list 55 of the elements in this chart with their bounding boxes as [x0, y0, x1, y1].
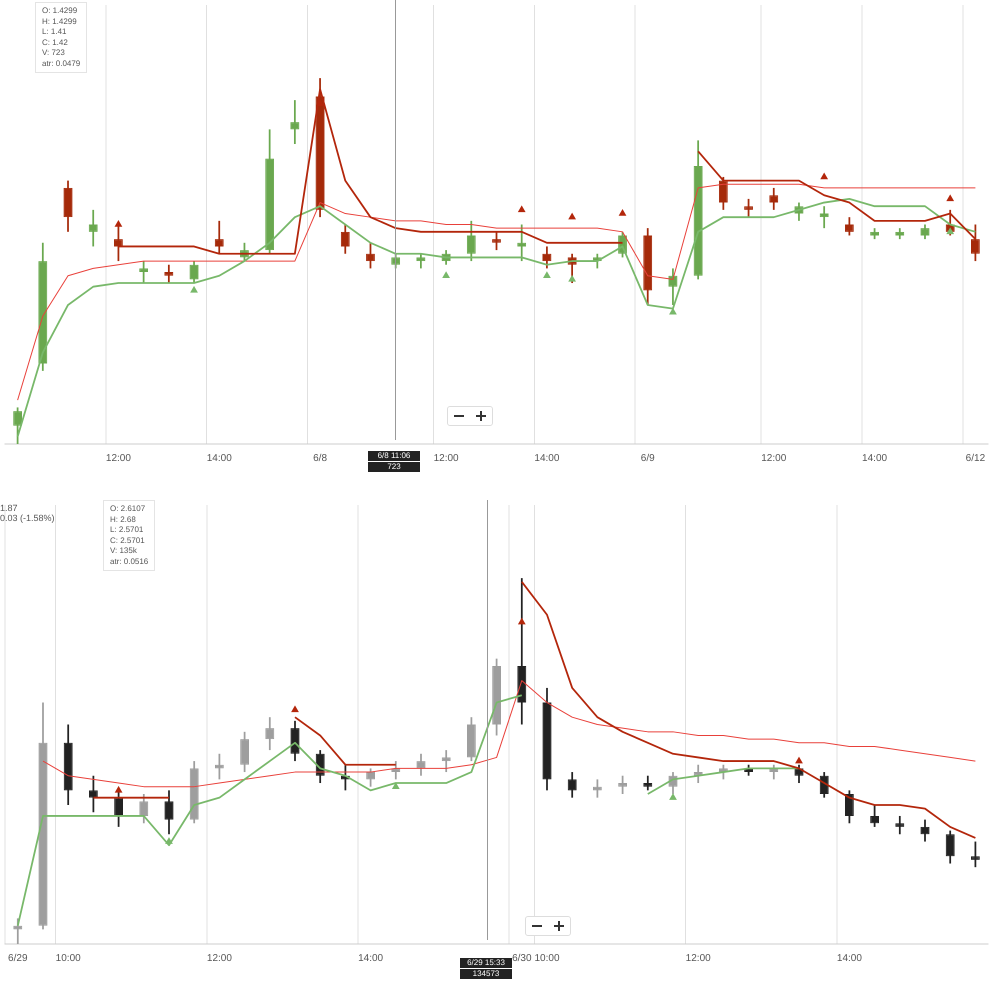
point [442, 272, 450, 278]
point [946, 228, 954, 234]
x-tick-label: 12:00 [206, 952, 232, 964]
point [190, 286, 198, 293]
text: 134573 [460, 969, 512, 979]
text: atr: 0.0516 [110, 556, 148, 567]
point [618, 210, 626, 216]
text: 6/8 11:06 [368, 451, 420, 461]
point [114, 220, 122, 227]
text: 723 [368, 462, 420, 472]
text: C: 1.42 [42, 38, 69, 48]
point [669, 308, 676, 315]
point [669, 794, 677, 800]
point [543, 272, 550, 278]
text: O: 1.4299 [42, 6, 78, 16]
x-tick-label: 10:00 [56, 952, 82, 964]
text: V: 135k [110, 546, 138, 556]
x-tick-label: 14:00 [836, 952, 862, 964]
text: H: 1.4299 [42, 16, 78, 27]
text: V: 723 [42, 48, 66, 58]
x-tick-label: 14:00 [206, 452, 232, 464]
x-tick-label: 6/9 [640, 452, 656, 464]
point [518, 206, 526, 212]
text: L: 1.41 [42, 27, 68, 38]
point [795, 757, 803, 764]
text: H: 2.68 [110, 514, 137, 525]
point [518, 618, 526, 624]
x-tick-label: 14:00 [862, 452, 888, 464]
x-tick-label: 6/29 [8, 952, 28, 964]
x-tick-label: 6/8 [313, 452, 328, 464]
x-tick-label: 14:00 [534, 452, 560, 464]
text: L: 2.5701 [110, 525, 144, 536]
text: 6/29 15:33 [460, 958, 512, 968]
point [316, 100, 324, 106]
x-tick-label: 12:00 [434, 452, 460, 464]
x-tick-label: 6/12 [966, 452, 986, 464]
text: 1.87 [0, 503, 18, 513]
point [568, 275, 576, 282]
text: C: 2.5701 [110, 536, 146, 546]
point [820, 172, 828, 180]
point [291, 706, 299, 712]
point [115, 786, 122, 793]
x-tick-label: 12:00 [686, 952, 712, 964]
x-tick-label: 14:00 [358, 952, 384, 964]
x-tick-label: 12:00 [106, 452, 132, 464]
text: O: 2.6107 [110, 504, 146, 514]
text: atr: 0.0479 [42, 58, 80, 69]
point [946, 194, 954, 202]
x-tick-label: 6/30 [512, 952, 532, 964]
x-tick-label: 10:00 [534, 952, 560, 964]
point [165, 838, 173, 844]
point [392, 782, 400, 789]
point [568, 213, 576, 220]
x-tick-label: 12:00 [761, 452, 787, 464]
text: 0.03 (-1.58%) [0, 513, 55, 523]
